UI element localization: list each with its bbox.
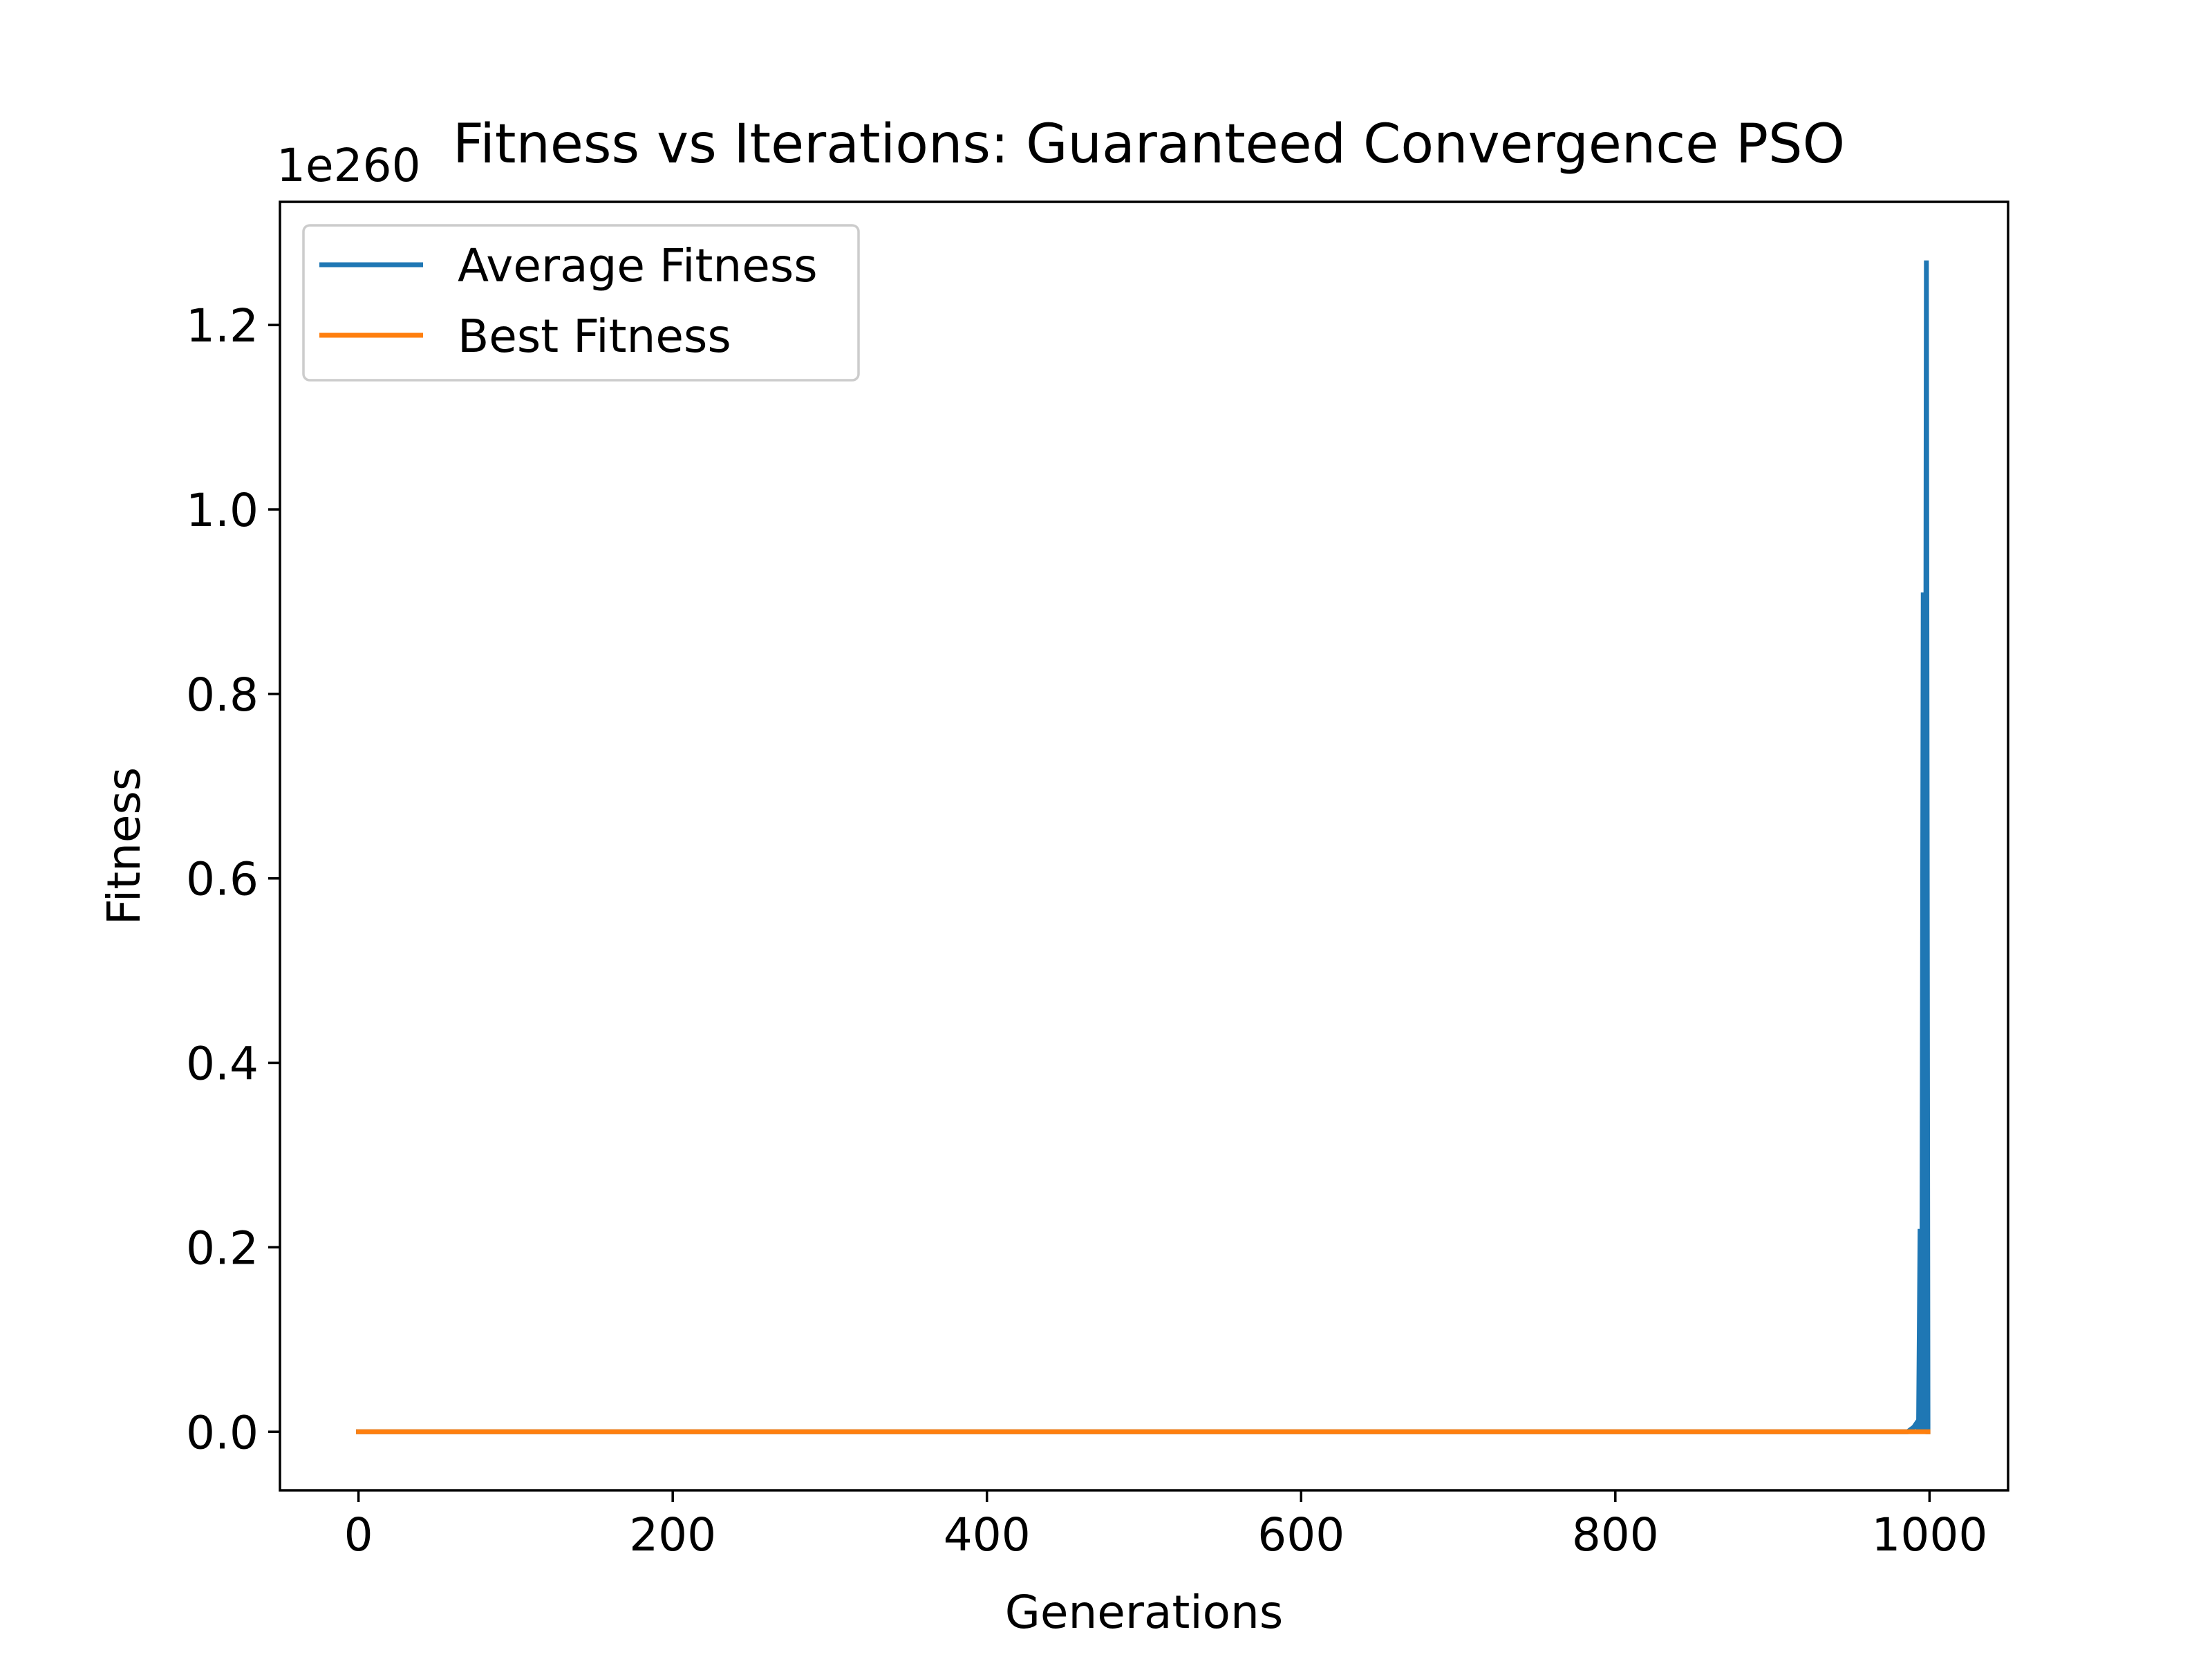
x-tick-label: 200 — [629, 1508, 716, 1562]
series-line-average-fitness — [356, 260, 1931, 1434]
y-tick-label: 0.2 — [186, 1221, 259, 1275]
y-tick-label: 0.8 — [186, 668, 259, 722]
x-axis-label: Generations — [1005, 1586, 1284, 1639]
y-tick-label: 1.0 — [186, 484, 259, 537]
y-offset-label: 1e260 — [276, 139, 421, 192]
chart-title: Fitness vs Iterations: Guaranteed Conver… — [453, 113, 1845, 176]
x-tick-label: 400 — [944, 1508, 1031, 1562]
legend-label-average-fitness: Average Fitness — [458, 239, 818, 292]
legend: Average Fitness Best Fitness — [302, 224, 860, 382]
x-axis: 0 200 400 600 800 1000 — [344, 1490, 1987, 1562]
series-layer — [356, 260, 1931, 1434]
y-tick-label: 0.6 — [186, 853, 259, 906]
legend-label-best-fitness: Best Fitness — [458, 310, 731, 363]
x-tick-label: 600 — [1257, 1508, 1344, 1562]
y-tick-label: 0.0 — [186, 1406, 259, 1459]
y-axis: 0.0 0.2 0.4 0.6 0.8 1.0 1.2 — [186, 299, 280, 1459]
y-tick-label: 0.4 — [186, 1038, 259, 1091]
x-tick-label: 0 — [344, 1508, 373, 1562]
x-tick-label: 800 — [1572, 1508, 1659, 1562]
x-tick-label: 1000 — [1871, 1508, 1987, 1562]
y-tick-label: 1.2 — [186, 299, 259, 353]
legend-box — [302, 224, 860, 382]
plot-frame — [279, 200, 2009, 1492]
y-axis-label: Fitness — [97, 767, 151, 926]
